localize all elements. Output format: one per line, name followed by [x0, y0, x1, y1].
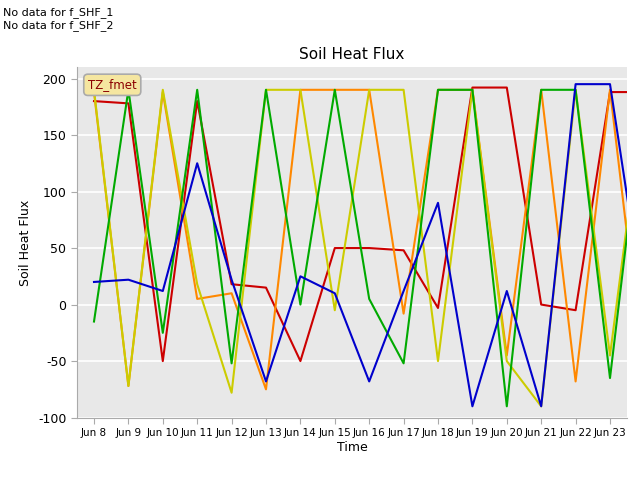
SHF2 [331, 87, 339, 93]
SHF5 [159, 288, 166, 294]
SHF1 [125, 100, 132, 106]
SHF2 [572, 379, 579, 384]
SHF2 [125, 383, 132, 389]
SHF1 [159, 358, 166, 364]
SHF5 [90, 279, 98, 285]
SHF4 [262, 87, 270, 93]
SHF5 [262, 379, 270, 384]
Title: Soil Heat Flux: Soil Heat Flux [300, 47, 404, 62]
SHF4 [365, 296, 373, 302]
SHF2 [90, 89, 98, 95]
SHF2 [365, 87, 373, 93]
SHF3 [434, 358, 442, 364]
SHF5 [193, 160, 201, 166]
SHF5 [296, 274, 304, 279]
X-axis label: Time: Time [337, 441, 367, 454]
SHF3 [365, 87, 373, 93]
SHF4 [228, 360, 236, 366]
SHF1 [606, 89, 614, 95]
SHF3 [90, 87, 98, 93]
SHF4 [193, 87, 201, 93]
Text: TZ_fmet: TZ_fmet [88, 78, 137, 91]
SHF5 [503, 288, 511, 294]
Line: SHF5: SHF5 [94, 84, 640, 406]
Line: SHF3: SHF3 [94, 90, 640, 406]
SHF5 [400, 288, 408, 294]
SHF2 [159, 89, 166, 95]
SHF3 [125, 383, 132, 389]
Line: SHF2: SHF2 [94, 90, 640, 389]
Y-axis label: Soil Heat Flux: Soil Heat Flux [19, 199, 33, 286]
SHF3 [159, 87, 166, 93]
SHF4 [90, 319, 98, 324]
SHF4 [331, 87, 339, 93]
SHF4 [296, 302, 304, 308]
SHF5 [572, 81, 579, 87]
SHF2 [468, 87, 476, 93]
SHF1 [228, 281, 236, 287]
SHF5 [468, 403, 476, 409]
SHF4 [503, 403, 511, 409]
SHF3 [262, 87, 270, 93]
SHF3 [400, 87, 408, 93]
SHF2 [228, 290, 236, 296]
SHF5 [228, 277, 236, 283]
SHF5 [125, 277, 132, 283]
SHF3 [228, 390, 236, 396]
SHF3 [296, 87, 304, 93]
SHF2 [503, 352, 511, 358]
SHF4 [468, 87, 476, 93]
SHF1 [296, 358, 304, 364]
SHF3 [606, 352, 614, 358]
SHF2 [538, 87, 545, 93]
SHF2 [400, 311, 408, 316]
SHF1 [365, 245, 373, 251]
SHF2 [434, 87, 442, 93]
SHF5 [606, 81, 614, 87]
SHF1 [503, 84, 511, 90]
SHF5 [538, 403, 545, 409]
SHF2 [193, 296, 201, 302]
SHF1 [90, 98, 98, 104]
SHF4 [606, 375, 614, 381]
SHF5 [365, 379, 373, 384]
SHF3 [193, 281, 201, 287]
Text: No data for f_SHF_1
No data for f_SHF_2: No data for f_SHF_1 No data for f_SHF_2 [3, 7, 114, 31]
Line: SHF4: SHF4 [94, 90, 640, 406]
SHF1 [331, 245, 339, 251]
SHF1 [572, 307, 579, 313]
SHF1 [400, 247, 408, 253]
SHF2 [606, 87, 614, 93]
SHF2 [296, 87, 304, 93]
SHF3 [468, 87, 476, 93]
SHF2 [262, 386, 270, 392]
SHF4 [400, 360, 408, 366]
SHF4 [434, 87, 442, 93]
SHF4 [125, 87, 132, 93]
SHF1 [434, 305, 442, 311]
SHF4 [572, 87, 579, 93]
SHF5 [331, 290, 339, 296]
Line: SHF1: SHF1 [94, 87, 640, 418]
SHF3 [503, 358, 511, 364]
SHF3 [331, 307, 339, 313]
SHF1 [538, 302, 545, 308]
SHF5 [434, 200, 442, 206]
SHF4 [538, 87, 545, 93]
SHF1 [262, 285, 270, 290]
SHF1 [468, 84, 476, 90]
SHF3 [538, 403, 545, 409]
SHF1 [193, 98, 201, 104]
SHF4 [159, 330, 166, 336]
SHF3 [572, 87, 579, 93]
